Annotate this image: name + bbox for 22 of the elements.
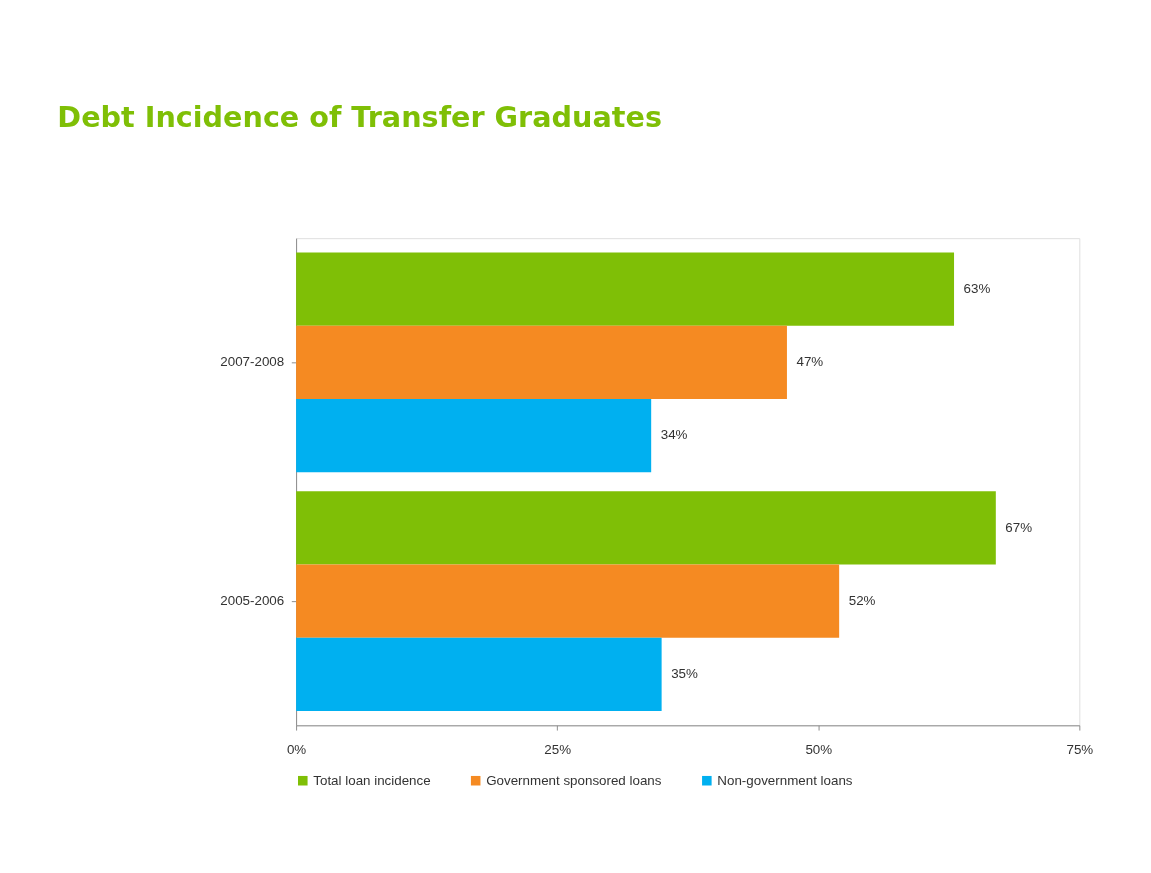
chart-title: Debt Incidence of Transfer Graduates: [57, 100, 662, 135]
bar: [296, 491, 996, 565]
x-tick-label: 50%: [805, 742, 833, 758]
y-tick-label: 2005-2006: [220, 592, 285, 608]
bar: [296, 564, 840, 638]
bar: [296, 637, 662, 711]
data-label: 47%: [796, 354, 824, 370]
x-tick-label: 25%: [544, 742, 572, 758]
data-label: 34%: [660, 427, 688, 443]
data-label: 52%: [848, 592, 876, 608]
data-label: 67%: [1005, 519, 1033, 535]
legend-label: Total loan incidence: [313, 772, 431, 788]
bar: [296, 252, 955, 326]
x-tick-label: 75%: [1066, 742, 1094, 758]
data-label: 35%: [671, 666, 699, 682]
bar: [296, 325, 787, 399]
x-tick-label: 0%: [286, 742, 307, 758]
bar: [296, 398, 652, 473]
data-label: 63%: [963, 280, 991, 296]
y-tick-label: 2007-2008: [220, 354, 285, 370]
legend-label: Non-government loans: [717, 772, 853, 788]
legend-label: Government sponsored loans: [486, 772, 662, 788]
